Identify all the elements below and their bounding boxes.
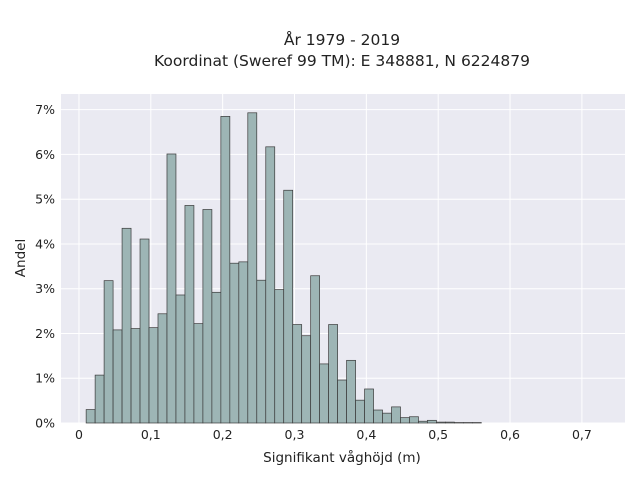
y-tick-label: 4% bbox=[35, 236, 55, 251]
x-tick-label: 0 bbox=[75, 427, 83, 442]
histogram-bar bbox=[202, 209, 213, 424]
chart-subtitle: Koordinat (Sweref 99 TM): E 348881, N 62… bbox=[154, 52, 530, 70]
x-axis-label: Signifikant våghöjd (m) bbox=[263, 449, 421, 466]
histogram-bar bbox=[355, 399, 365, 424]
histogram-bar bbox=[256, 279, 267, 424]
histogram-bar bbox=[319, 363, 329, 424]
histogram-bar bbox=[337, 379, 347, 424]
x-tick-label: 0,3 bbox=[285, 427, 305, 442]
histogram-bar bbox=[85, 409, 96, 424]
x-tick-label: 0,5 bbox=[428, 427, 448, 442]
chart-title: År 1979 - 2019 bbox=[284, 30, 400, 49]
histogram-bar bbox=[121, 227, 132, 424]
histogram-bar bbox=[382, 412, 392, 424]
x-tick-label: 0,6 bbox=[500, 427, 520, 442]
histogram-bar bbox=[220, 116, 231, 424]
y-tick-label: 6% bbox=[35, 147, 55, 162]
y-axis-ticks: 0% 1% 2% 3% 4% 5% 6% 7% bbox=[35, 102, 55, 430]
y-axis-label: Andel bbox=[13, 239, 29, 277]
histogram-bar bbox=[166, 153, 177, 424]
histogram-bar bbox=[373, 409, 383, 424]
x-tick-label: 0,2 bbox=[213, 427, 233, 442]
x-axis-ticks: 0 0,1 0,2 0,3 0,4 0,5 0,6 0,7 bbox=[75, 427, 592, 442]
histogram-bar bbox=[103, 280, 114, 424]
y-tick-label: 0% bbox=[35, 416, 55, 431]
histogram-bar bbox=[112, 329, 123, 424]
histogram-bar bbox=[238, 261, 249, 424]
histogram-bar bbox=[409, 416, 419, 424]
histogram-bar bbox=[94, 374, 105, 424]
histogram-bar bbox=[157, 313, 168, 424]
histogram-bar bbox=[445, 421, 455, 424]
bars bbox=[85, 112, 482, 424]
histogram-bar bbox=[427, 419, 437, 424]
histogram-bar bbox=[283, 189, 294, 424]
y-tick-label: 7% bbox=[35, 102, 55, 117]
histogram-bar bbox=[418, 420, 428, 424]
histogram-bar bbox=[175, 294, 186, 424]
x-tick-label: 0,4 bbox=[356, 427, 376, 442]
y-tick-label: 1% bbox=[35, 371, 55, 386]
histogram-bar bbox=[391, 406, 401, 424]
histogram-bar bbox=[229, 262, 240, 424]
histogram-bar bbox=[139, 238, 150, 424]
histogram-bar bbox=[211, 291, 222, 424]
histogram-bar bbox=[301, 335, 312, 424]
histogram-bar bbox=[274, 289, 285, 424]
x-tick-label: 0,1 bbox=[141, 427, 161, 442]
histogram-bar bbox=[265, 146, 276, 424]
histogram-bar bbox=[346, 359, 356, 424]
y-tick-label: 5% bbox=[35, 192, 55, 207]
histogram-bar bbox=[364, 388, 374, 424]
histogram-bar bbox=[400, 417, 410, 424]
histogram-bar bbox=[310, 275, 320, 424]
histogram-bar bbox=[193, 323, 204, 424]
histogram-bar bbox=[292, 324, 303, 424]
histogram-bar bbox=[130, 328, 141, 424]
x-tick-label: 0,7 bbox=[572, 427, 592, 442]
histogram-bar bbox=[247, 112, 258, 424]
histogram-bar bbox=[148, 327, 159, 424]
histogram-bar bbox=[328, 324, 338, 424]
histogram-bar bbox=[184, 205, 195, 424]
histogram-bar bbox=[436, 421, 446, 424]
y-tick-label: 2% bbox=[35, 326, 55, 341]
y-tick-label: 3% bbox=[35, 281, 55, 296]
